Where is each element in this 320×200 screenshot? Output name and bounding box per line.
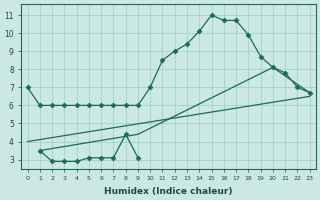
X-axis label: Humidex (Indice chaleur): Humidex (Indice chaleur) [104, 187, 233, 196]
